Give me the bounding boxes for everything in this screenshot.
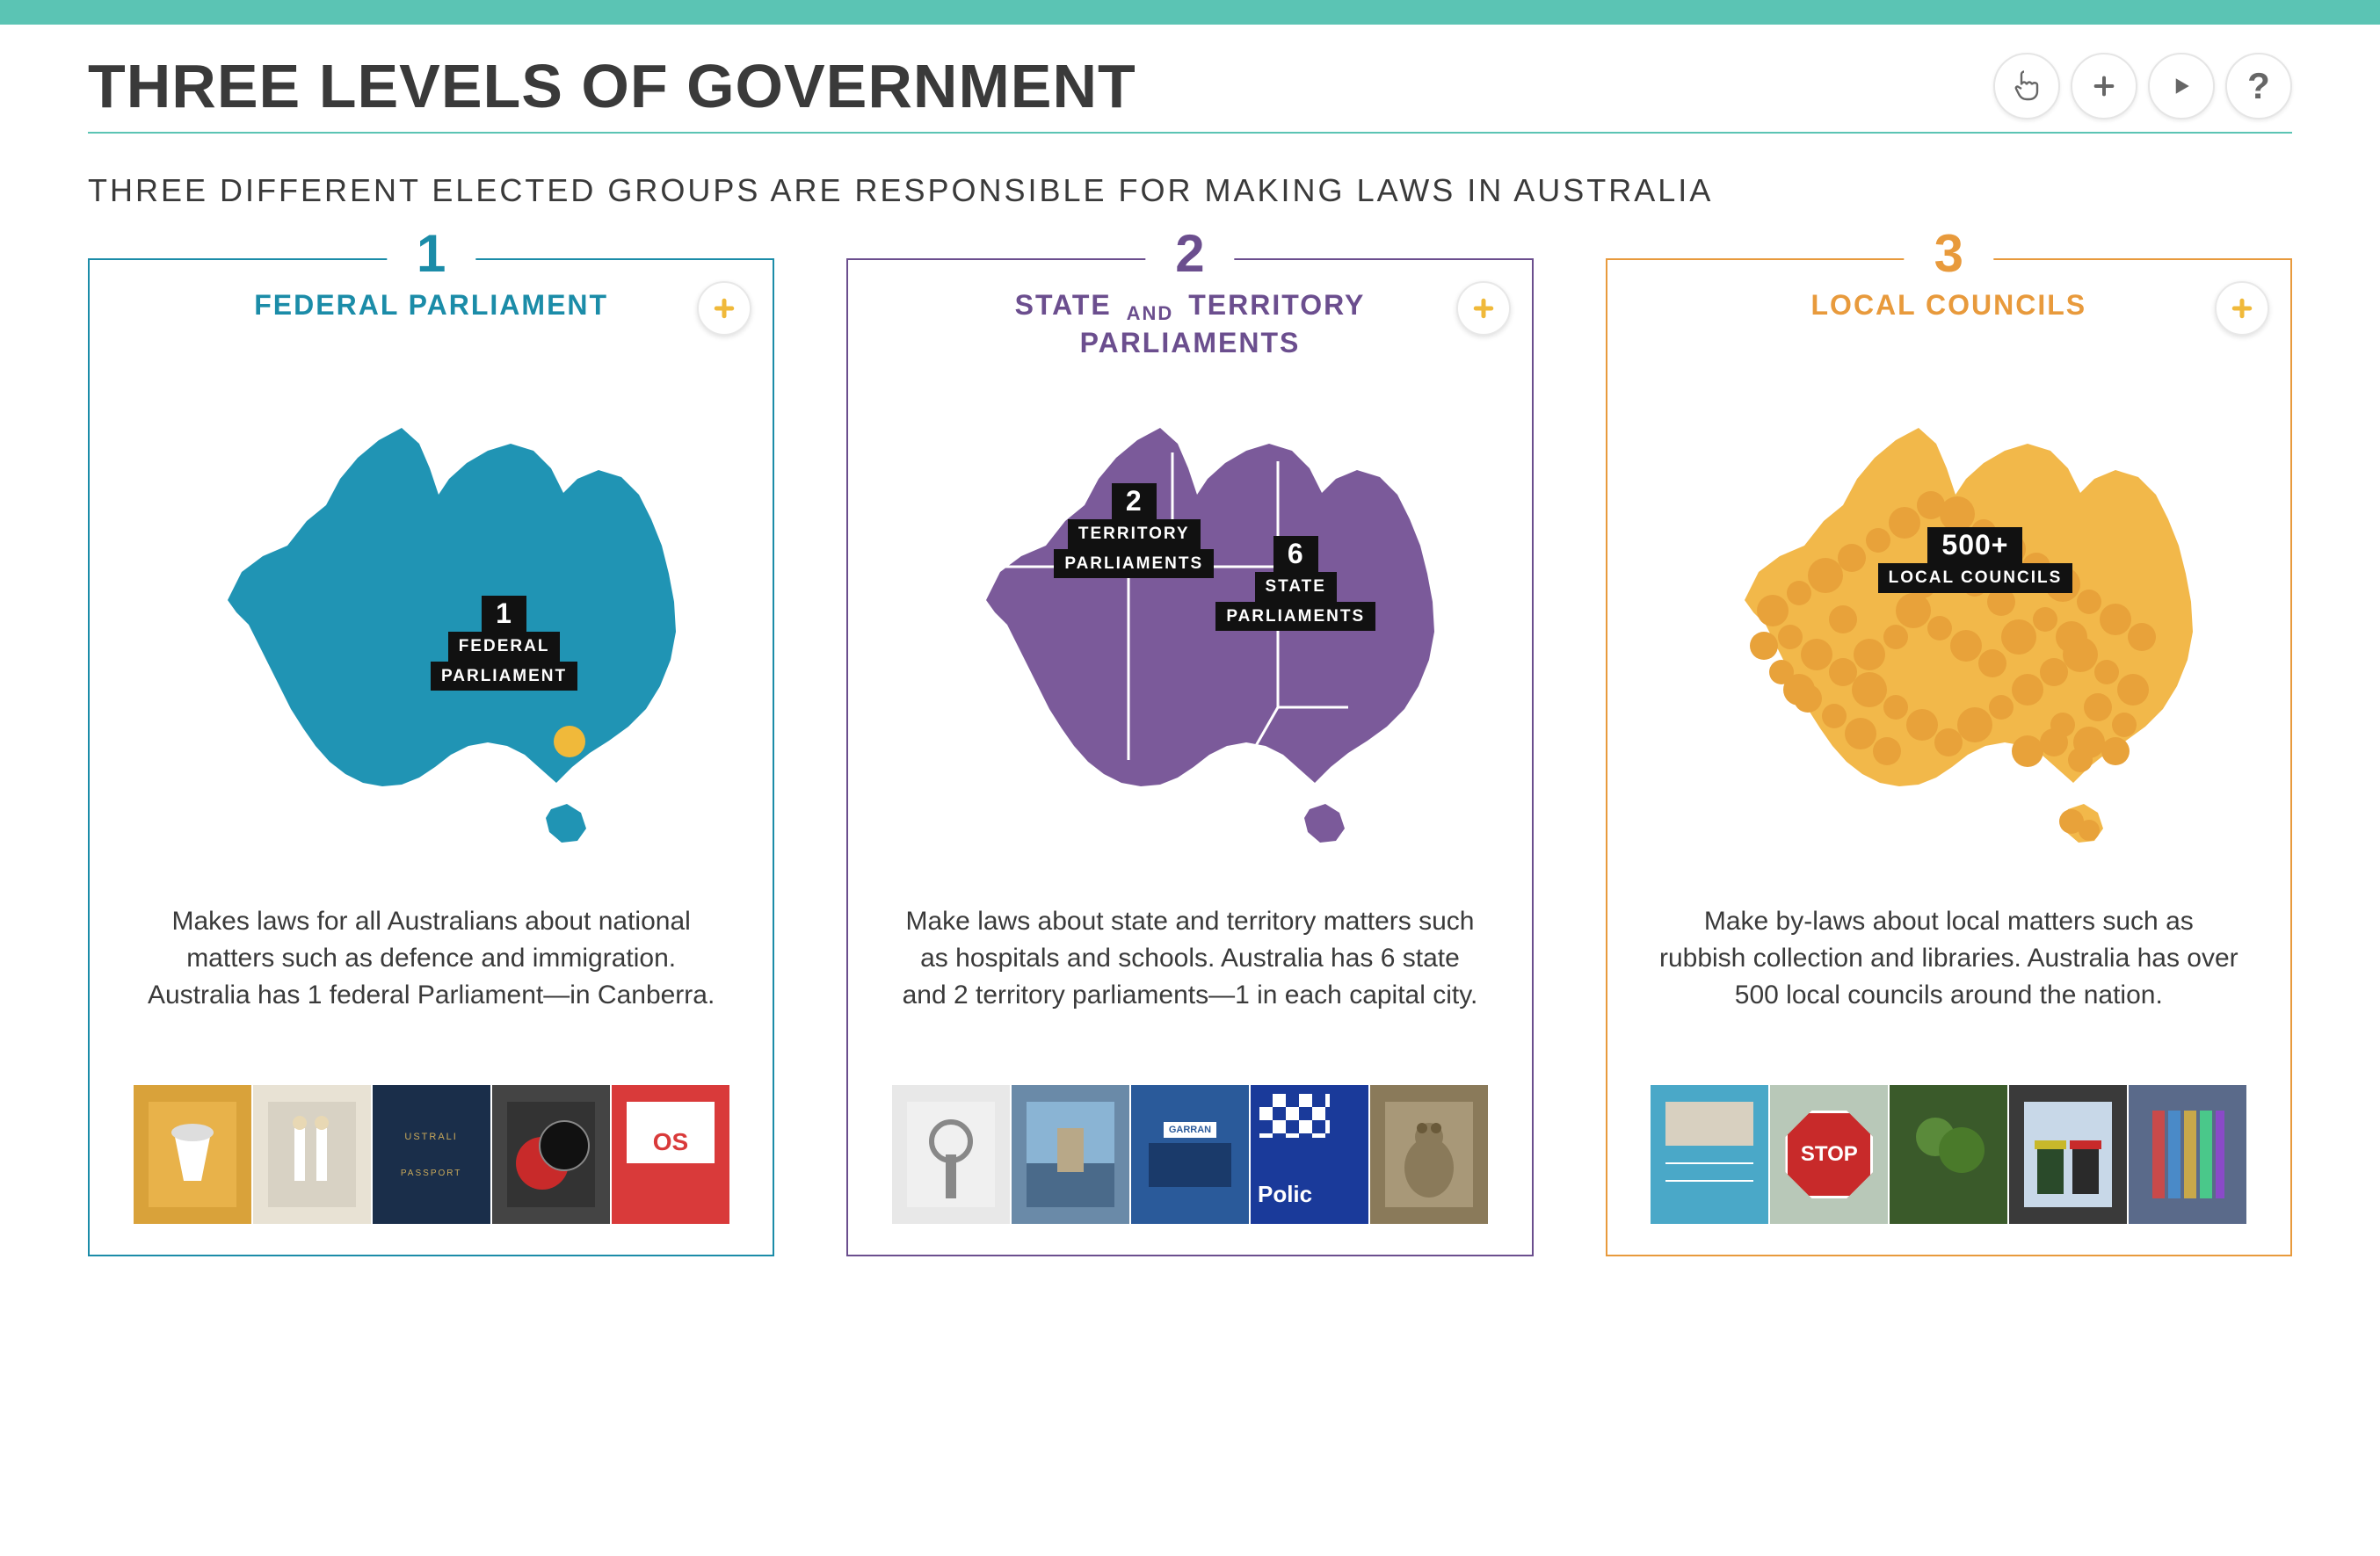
thumbnail-wildlife[interactable] (1369, 1084, 1489, 1225)
australia-map (1667, 391, 2230, 865)
thumbnail-post[interactable]: OS (611, 1084, 730, 1225)
card-1: 1FEDERAL PARLIAMENT1FEDERALPARLIAMENTMak… (88, 258, 774, 1256)
card-description: Make by-laws about local matters such as… (1658, 903, 2239, 1053)
thumbnail-passport[interactable]: USTRALIPASSPORT (372, 1084, 491, 1225)
thumbnail-park[interactable] (1889, 1084, 2008, 1225)
content-area: THREE LEVELS OF GOVERNMENT (0, 25, 2380, 1292)
thumbnail-pool[interactable] (1650, 1084, 1769, 1225)
thumbnail-stop-sign[interactable]: STOP (1769, 1084, 1889, 1225)
plus-icon (2229, 295, 2255, 322)
card-title: LOCAL COUNCILS (1811, 286, 2087, 369)
pointer-button[interactable] (1993, 53, 2060, 119)
thumbnail-row: STOP (1632, 1084, 2266, 1225)
australia-map (909, 391, 1471, 865)
expand-button[interactable] (2215, 281, 2269, 336)
thumbnail-library[interactable] (2128, 1084, 2247, 1225)
help-button[interactable]: ? (2225, 53, 2292, 119)
plus-icon (1470, 295, 1497, 322)
thumbnail-police[interactable]: Polic (1250, 1084, 1369, 1225)
card-3: 3LOCAL COUNCILS500+LOCAL COUNCILSMake by… (1606, 258, 2292, 1256)
page: THREE LEVELS OF GOVERNMENT (0, 0, 2380, 1556)
thumbnail-hospital[interactable] (891, 1084, 1011, 1225)
plus-icon (711, 295, 737, 322)
header-row: THREE LEVELS OF GOVERNMENT (88, 51, 2292, 121)
card-title: FEDERAL PARLIAMENT (254, 286, 608, 369)
map-box: 1FEDERALPARLIAMENT (114, 378, 748, 879)
card-number: 3 (1905, 223, 1993, 284)
svg-text:OS: OS (652, 1128, 687, 1155)
title-rule (88, 132, 2292, 134)
cards-row: 1FEDERAL PARLIAMENT1FEDERALPARLIAMENTMak… (88, 258, 2292, 1256)
toolbar: ? (1993, 53, 2292, 119)
thumbnail-bins[interactable] (2008, 1084, 2128, 1225)
help-icon: ? (2247, 65, 2270, 107)
card-number: 1 (387, 223, 475, 284)
page-title: THREE LEVELS OF GOVERNMENT (88, 51, 1136, 121)
thumbnail-row: GARRANPolic (873, 1084, 1506, 1225)
card-description: Make laws about state and territory matt… (900, 903, 1480, 1053)
map-box: 2TERRITORYPARLIAMENTS6STATEPARLIAMENTS (873, 378, 1506, 879)
pointer-icon (2011, 70, 2043, 102)
zoom-in-button[interactable] (2071, 53, 2137, 119)
play-icon (2168, 73, 2195, 99)
thumbnail-plane[interactable] (133, 1084, 252, 1225)
subtitle: THREE DIFFERENT ELECTED GROUPS ARE RESPO… (88, 172, 2292, 209)
expand-button[interactable] (1456, 281, 1511, 336)
card-title: STATE AND TERRITORYPARLIAMENTS (1015, 286, 1366, 369)
map-box: 500+LOCAL COUNCILS (1632, 378, 2266, 879)
plus-icon (2090, 72, 2118, 100)
top-accent-bar (0, 0, 2380, 25)
thumbnail-school-sign[interactable]: GARRAN (1130, 1084, 1250, 1225)
australia-map (150, 391, 713, 865)
expand-button[interactable] (697, 281, 751, 336)
thumbnail-navy[interactable] (252, 1084, 372, 1225)
card-number: 2 (1145, 223, 1234, 284)
thumbnail-currency[interactable] (491, 1084, 611, 1225)
thumbnail-dam[interactable] (1011, 1084, 1130, 1225)
card-description: Makes laws for all Australians about nat… (141, 903, 722, 1053)
thumbnail-row: USTRALIPASSPORT OS (114, 1084, 748, 1225)
play-button[interactable] (2148, 53, 2215, 119)
card-2: 2STATE AND TERRITORYPARLIAMENTS2TERRITOR… (846, 258, 1533, 1256)
